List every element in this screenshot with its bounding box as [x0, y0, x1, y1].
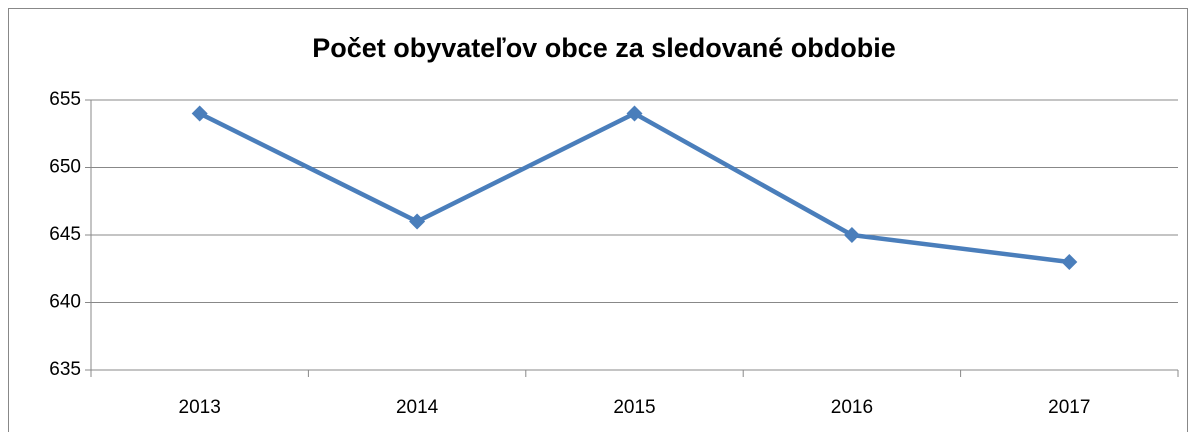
marker — [626, 105, 643, 122]
marker — [843, 227, 860, 243]
x-tick-label: 2013 — [179, 397, 221, 418]
x-tick-label: 2014 — [396, 397, 439, 418]
y-tick-label: 650 — [49, 157, 81, 178]
marker — [1061, 254, 1078, 270]
x-tick-label: 2017 — [1048, 397, 1090, 418]
y-tick-label: 645 — [49, 224, 81, 245]
marker — [409, 213, 426, 230]
y-tick-label: 640 — [49, 292, 81, 313]
x-tick-label: 2015 — [613, 397, 655, 418]
y-tick-label: 635 — [49, 359, 81, 380]
chart-frame — [8, 8, 1188, 432]
y-tick-label: 655 — [49, 89, 81, 110]
chart-title: Počet obyvateľov obce za sledované obdob… — [312, 33, 896, 63]
marker — [191, 105, 208, 122]
x-tick-label: 2016 — [831, 397, 873, 418]
